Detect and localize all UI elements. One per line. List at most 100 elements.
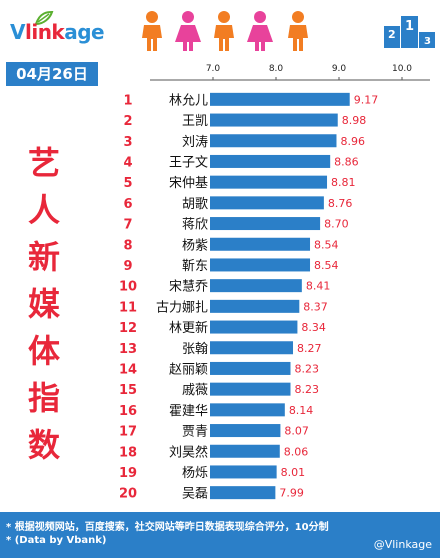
rank-label: 9: [123, 259, 132, 274]
value-label: 8.41: [306, 280, 331, 293]
name-label: 刘涛: [182, 134, 208, 150]
bar: [210, 175, 328, 189]
value-label: 8.34: [301, 321, 326, 334]
rank-label: 18: [119, 445, 137, 460]
rank-label: 10: [119, 280, 137, 295]
value-label: 8.06: [284, 445, 309, 458]
rank-label: 15: [119, 383, 137, 398]
bar: [210, 320, 298, 334]
rank-label: 5: [123, 176, 132, 191]
logo-v: V: [10, 20, 25, 44]
rank-label: 19: [119, 466, 137, 481]
x-tick-label: 9.0: [332, 64, 347, 74]
value-label: 8.27: [297, 342, 322, 355]
value-label: 8.98: [342, 114, 367, 127]
name-label: 胡歌: [182, 197, 208, 212]
bar: [210, 299, 300, 313]
value-label: 7.99: [279, 487, 304, 500]
logo-age: age: [64, 20, 105, 44]
rank-label: 4: [123, 155, 132, 170]
name-label: 王凯: [182, 114, 208, 129]
title-char: 艺: [27, 144, 60, 182]
name-label: 贾青: [182, 425, 208, 440]
name-label: 宋仲基: [169, 176, 208, 191]
value-label: 8.01: [281, 466, 306, 479]
person-orange-icon: [288, 11, 308, 51]
rank-label: 14: [119, 362, 137, 377]
x-tick-label: 8.0: [269, 64, 284, 74]
rank-label: 1: [123, 93, 132, 108]
title-char: 媒: [27, 285, 60, 323]
rank-label: 8: [123, 238, 132, 253]
rank-label: 20: [119, 487, 137, 502]
rank-label: 13: [119, 342, 137, 357]
bar: [210, 382, 291, 396]
value-label: 8.14: [289, 404, 314, 417]
value-label: 8.07: [284, 425, 309, 438]
person-pink-icon: [247, 11, 273, 51]
name-label: 王子文: [169, 155, 208, 170]
name-label: 靳东: [182, 259, 208, 274]
value-label: 9.17: [354, 93, 379, 106]
value-label: 8.76: [328, 197, 353, 210]
date-badge: 04月26日: [6, 62, 98, 86]
x-tick-label: 7.0: [206, 64, 221, 74]
footer-data-source: * (Data by Vbank): [6, 535, 107, 546]
chart-title: 艺 人 新 媒 体 指 数: [24, 140, 64, 469]
title-char: 人: [27, 191, 60, 229]
name-label: 林更新: [169, 320, 208, 336]
person-orange-icon: [142, 11, 162, 51]
title-char: 指: [27, 379, 60, 417]
podium-digit-3: 3: [424, 36, 431, 47]
bar: [210, 341, 294, 355]
bar: [210, 113, 338, 127]
name-label: 宋慧乔: [169, 279, 208, 295]
name-label: 林允儿: [169, 92, 208, 108]
bar: [210, 134, 337, 148]
title-char: 数: [27, 426, 60, 464]
name-label: 蒋欣: [182, 218, 208, 233]
bar: [210, 424, 281, 438]
bar: [210, 258, 311, 272]
value-label: 8.96: [340, 135, 365, 148]
rank-label: 16: [119, 404, 137, 419]
people-icon-row: [142, 11, 308, 51]
bar: [210, 196, 324, 210]
value-label: 8.54: [314, 238, 339, 251]
brand-logo: Vlinkage: [10, 20, 105, 44]
rank-label: 12: [119, 321, 137, 336]
value-label: 8.23: [294, 362, 319, 375]
name-label: 戚薇: [182, 383, 208, 398]
person-orange-icon: [214, 11, 234, 51]
podium-icon: 2 1 3: [384, 16, 435, 48]
rank-label: 2: [123, 114, 132, 129]
bar: [210, 279, 302, 293]
bar: [210, 465, 277, 479]
value-label: 8.86: [334, 155, 359, 168]
bar: [210, 237, 311, 251]
bar-chart: 7.0 8.0 9.0 10.0 1 林允儿 9.17 2 王凯 8.98 3 刘涛 8.96 4 王子文 8…: [119, 64, 430, 502]
rank-label: 7: [123, 218, 132, 233]
bar: [210, 217, 321, 231]
bar: [210, 444, 280, 458]
rank-label: 17: [119, 425, 137, 440]
title-char: 新: [27, 238, 60, 276]
value-label: 8.37: [303, 300, 328, 313]
bar: [210, 92, 350, 106]
value-label: 8.54: [314, 259, 339, 272]
name-label: 刘昊然: [169, 444, 208, 460]
logo-link: link: [24, 20, 65, 44]
name-label: 杨烁: [182, 466, 208, 481]
rank-label: 11: [119, 300, 137, 315]
podium-digit-2: 2: [388, 28, 396, 41]
person-pink-icon: [175, 11, 201, 51]
name-label: 赵丽颖: [169, 362, 208, 377]
footer: * 根据视频网站，百度搜索，社交网站等昨日数据表现综合评分，10分制 * (Da…: [0, 512, 440, 558]
leaf-logo-icon: [34, 10, 54, 26]
bar: [210, 154, 331, 168]
name-label: 吴磊: [182, 487, 208, 502]
name-label: 杨紫: [182, 238, 208, 253]
rank-label: 6: [123, 197, 132, 212]
rank-label: 3: [123, 135, 132, 150]
